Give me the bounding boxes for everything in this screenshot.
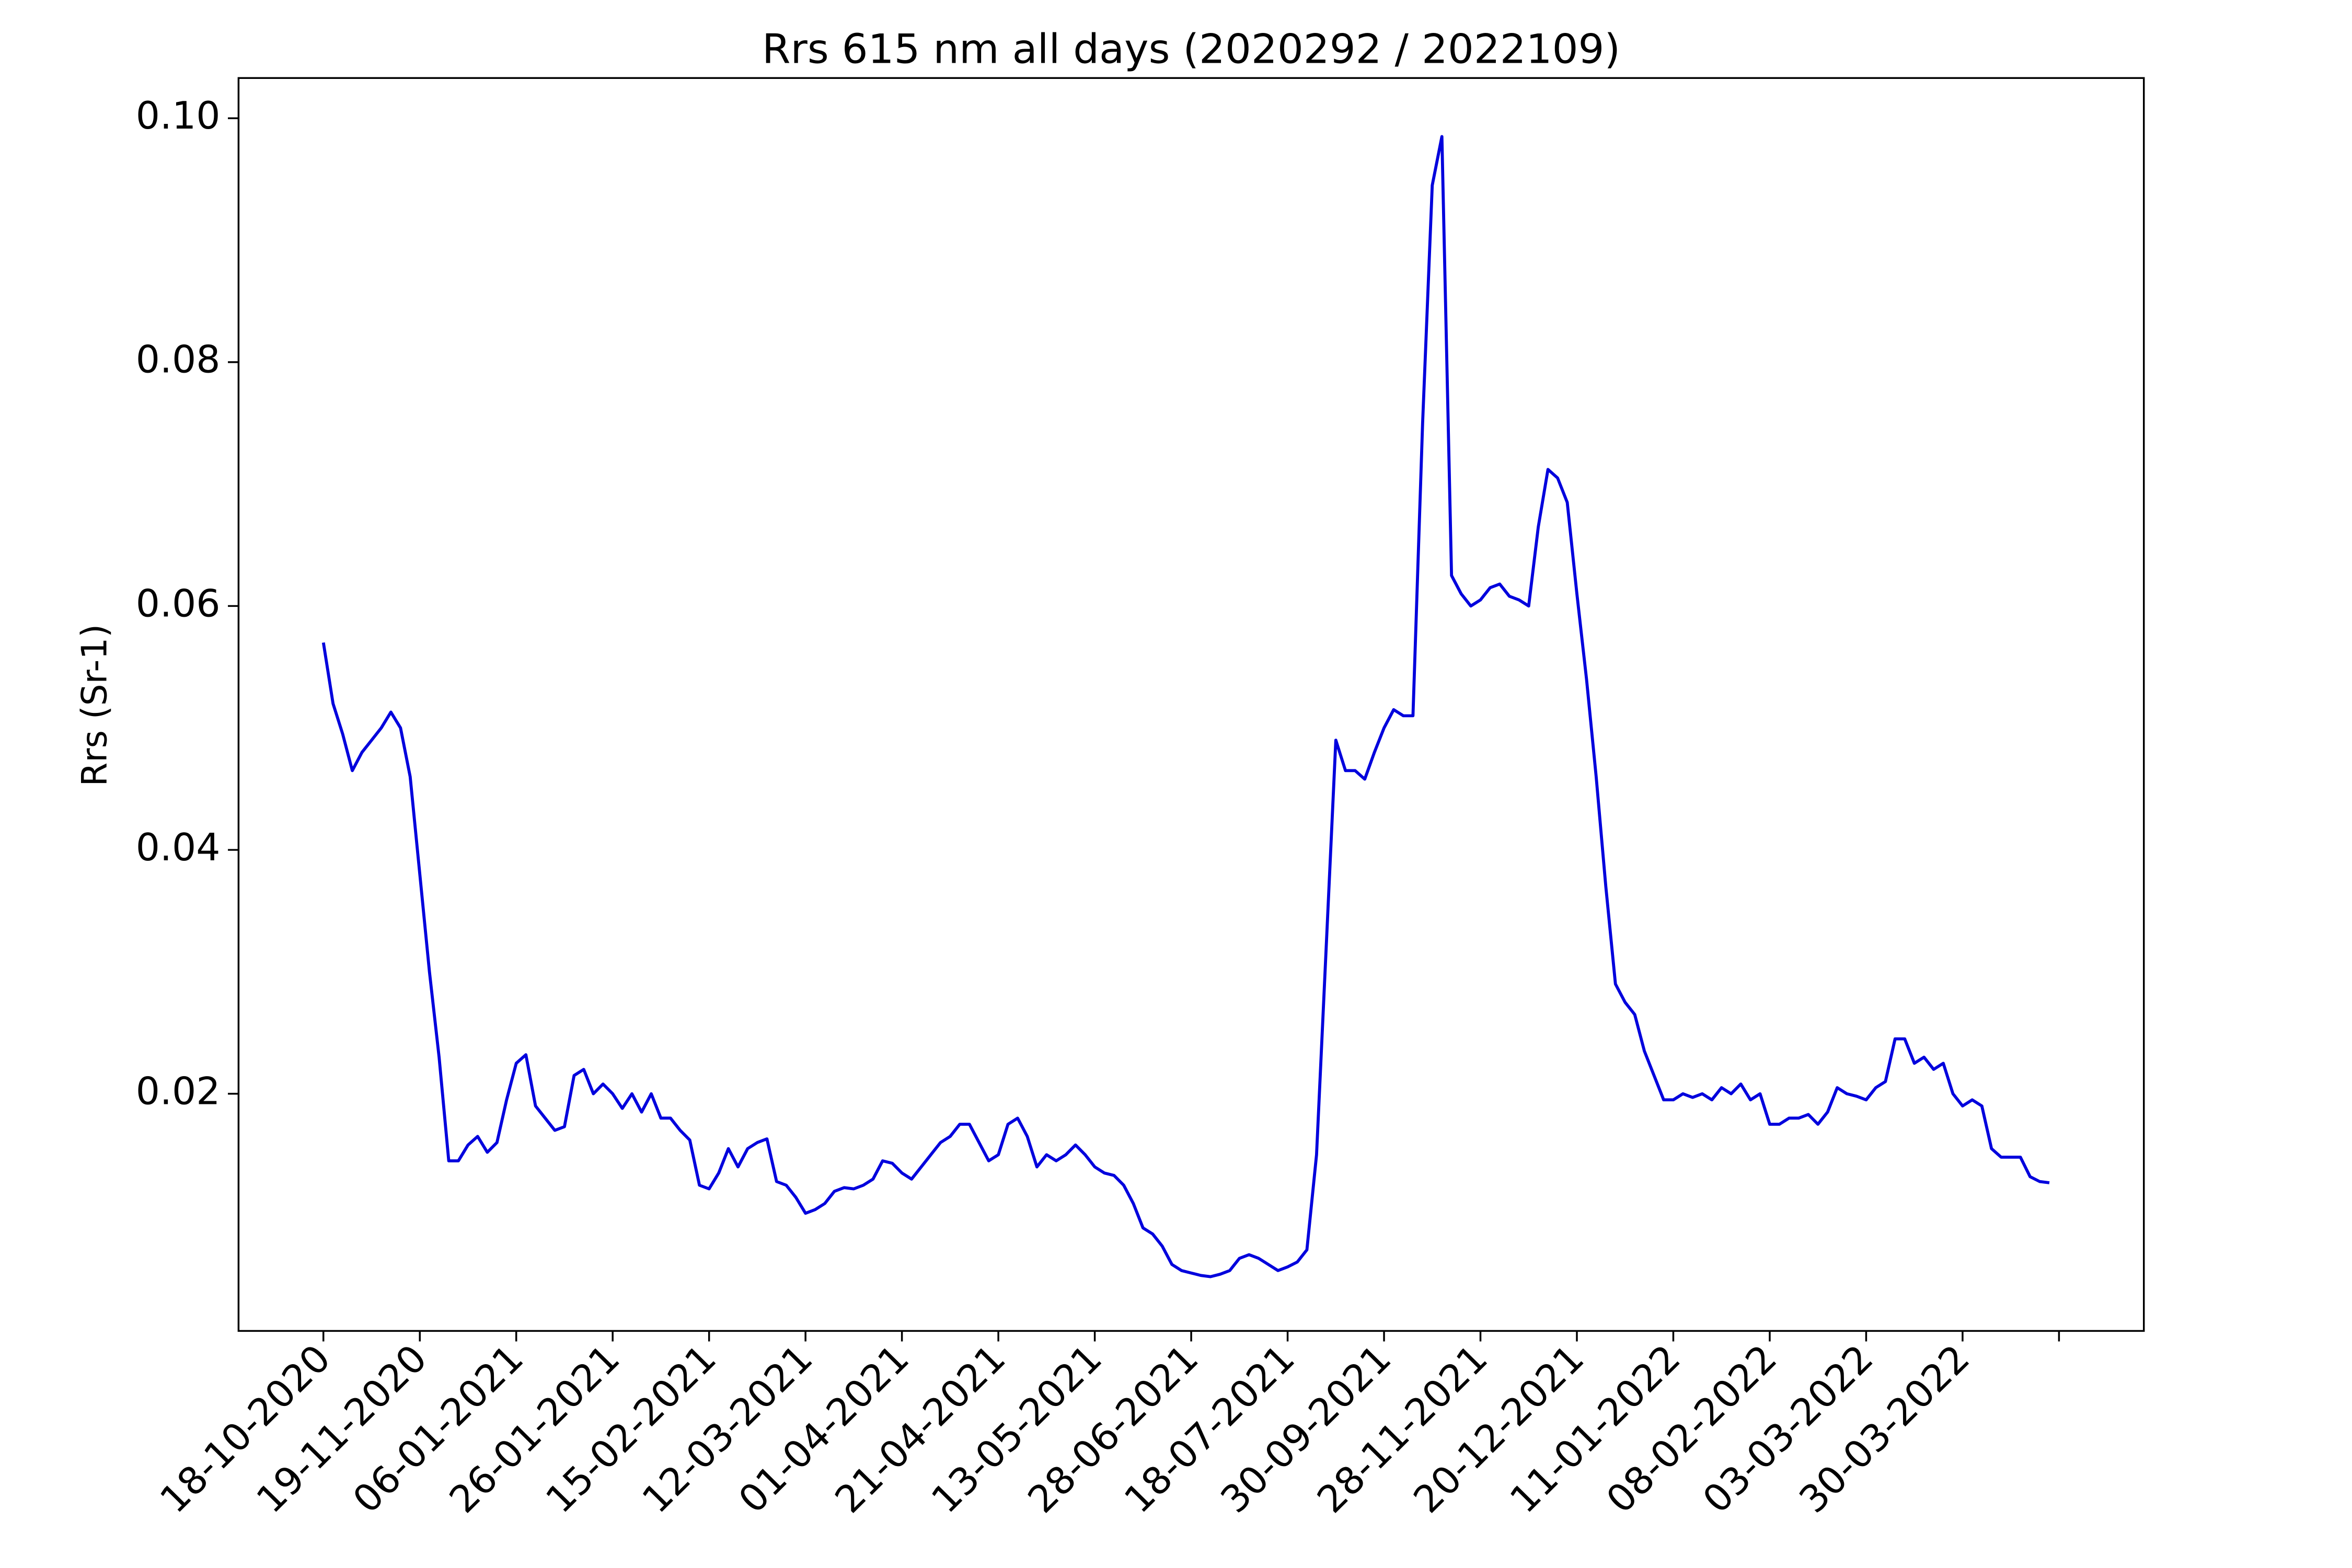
chart-title: Rrs 615 nm all days (2020292 / 2022109) [762, 26, 1620, 73]
y-axis-label: Rrs (Sr-1) [74, 624, 114, 787]
y-tick-label: 0.10 [136, 95, 221, 138]
y-tick-label: 0.04 [136, 826, 221, 869]
data-line [321, 135, 2050, 1278]
y-tick-label: 0.08 [136, 338, 221, 382]
plot-frame [237, 77, 2145, 1332]
y-tick-label: 0.02 [136, 1070, 221, 1113]
y-tick-label: 0.06 [136, 582, 221, 626]
